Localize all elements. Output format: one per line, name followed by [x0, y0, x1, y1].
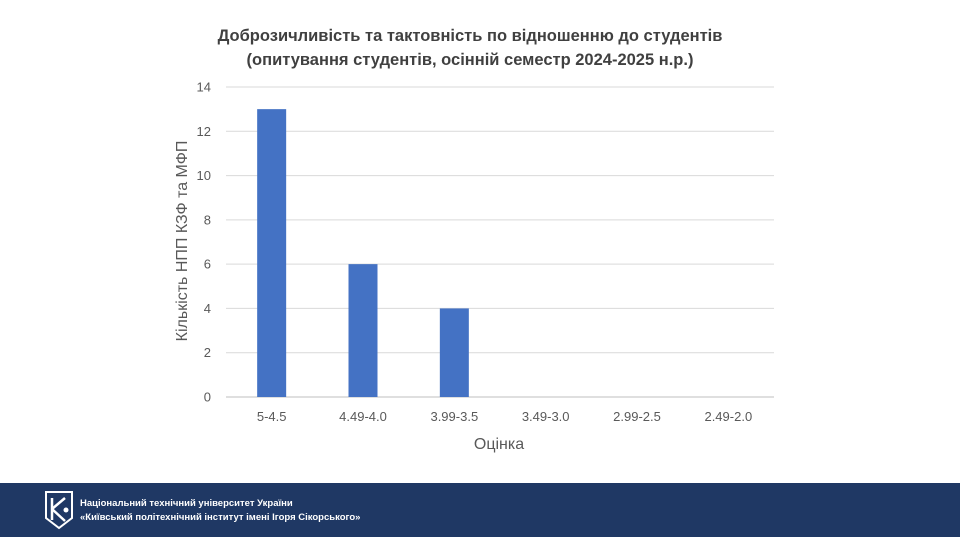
university-name-line1: Національний технічний університет Украї…: [80, 498, 293, 509]
footer-text: Національний технічний університет Украї…: [80, 497, 360, 525]
x-tick-label: 3.49-3.0: [522, 409, 570, 424]
y-tick-label: 6: [204, 257, 211, 272]
x-axis-title: Оцінка: [474, 436, 524, 453]
y-tick-label: 0: [204, 390, 211, 405]
chart-title: Доброзичливість та тактовність по віднош…: [217, 27, 723, 45]
x-tick-label: 4.49-4.0: [339, 409, 387, 424]
y-tick-label: 2: [204, 345, 211, 360]
chart-title-block: Доброзичливість та тактовність по віднош…: [0, 24, 940, 72]
x-tick-label: 5-4.5: [257, 409, 287, 424]
y-tick-label: 12: [197, 124, 211, 139]
x-tick-label: 2.99-2.5: [613, 409, 661, 424]
x-tick-label: 2.49-2.0: [704, 409, 752, 424]
bar: [439, 308, 469, 397]
gridlines: [226, 86, 774, 398]
university-name-line2: «Київський політехнічний інститут імені …: [80, 512, 361, 523]
bar: [348, 264, 378, 397]
bars: [257, 109, 469, 398]
chart-subtitle: (опитування студентів, осінній семестр 2…: [246, 51, 694, 69]
x-axis-ticks: 5-4.5 4.49-4.0 3.99-3.5 3.49-3.0 2.99-2.5 2.4…: [257, 409, 752, 424]
x-tick-label: 3.99-3.5: [430, 409, 478, 424]
bar-chart: 0 2 4 6 8 10 12 14 5-4.5 4.49-4.0 3.99-3.5 3.49-3.…: [174, 80, 774, 453]
y-axis-title: Кількість НПП КЗФ та МФП: [174, 141, 191, 342]
y-tick-label: 14: [197, 80, 211, 95]
y-tick-label: 10: [197, 168, 211, 183]
y-tick-label: 4: [204, 301, 211, 316]
bar: [257, 109, 287, 398]
footer-bar: Національний технічний університет Украї…: [0, 483, 960, 537]
kpi-logo-icon: [45, 491, 73, 530]
y-tick-label: 8: [204, 212, 211, 227]
y-axis-ticks: 0 2 4 6 8 10 12 14: [197, 80, 211, 405]
